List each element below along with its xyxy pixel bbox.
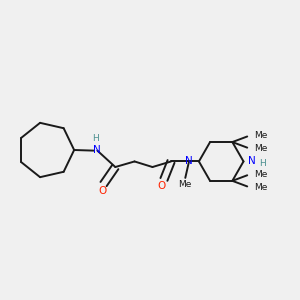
Text: N: N [248, 155, 255, 166]
Text: H: H [92, 134, 99, 143]
Text: O: O [157, 181, 166, 190]
Text: Me: Me [254, 170, 268, 179]
Text: O: O [98, 186, 107, 196]
Text: N: N [94, 145, 101, 155]
Text: Me: Me [254, 144, 268, 153]
Text: Me: Me [178, 180, 192, 189]
Text: Me: Me [254, 182, 268, 191]
Text: N: N [185, 157, 193, 166]
Text: H: H [259, 158, 266, 167]
Text: Me: Me [254, 131, 268, 140]
